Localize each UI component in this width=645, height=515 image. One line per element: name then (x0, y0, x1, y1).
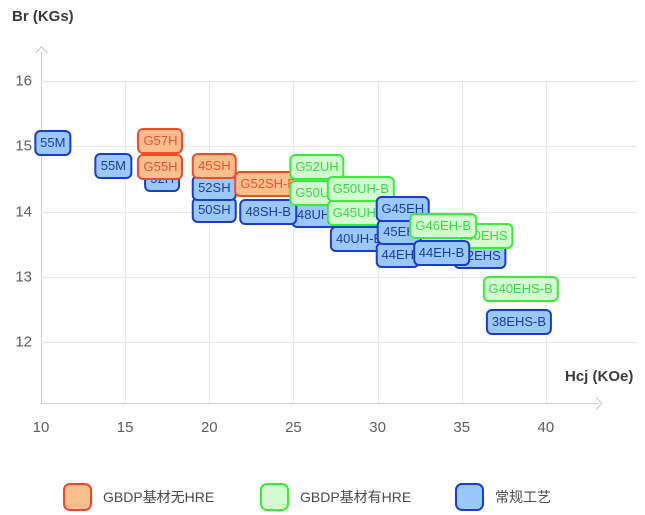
x-axis-arrow-icon (590, 397, 603, 410)
legend-label: GBDP基材有HRE (300, 489, 412, 505)
grade-box-55M[interactable]: 55M (94, 152, 133, 179)
y-tick-label: 16 (15, 72, 32, 90)
grade-box-45SH[interactable]: 45SH (192, 152, 237, 179)
x-gridline (209, 81, 211, 403)
y-tick-label: 12 (15, 333, 32, 351)
x-tick-label: 25 (285, 419, 302, 436)
x-gridline (125, 81, 127, 403)
y-gridline (41, 342, 637, 343)
legend: GBDP基材无HRE GBDP基材有HRE 常规工艺 (0, 480, 645, 515)
y-gridline (41, 276, 637, 278)
grade-box-44EH-B[interactable]: 44EH-B (412, 239, 471, 266)
grade-box-G45EH[interactable]: G45EH (375, 195, 431, 222)
legend-swatch-icon (63, 483, 92, 511)
grade-box-G40EHS-B[interactable]: G40EHS-B (482, 276, 559, 303)
y-axis-arrow-icon (35, 46, 48, 59)
grade-box-48SH-B[interactable]: 48SH-B (239, 198, 297, 225)
legend-swatch-icon (260, 483, 289, 511)
x-gridline (545, 81, 547, 403)
y-axis-line (41, 52, 42, 403)
x-tick-label: 10 (32, 419, 50, 436)
x-tick-label: 35 (453, 419, 471, 436)
x-axis-title: Hcj (KOe) (565, 368, 634, 385)
grade-box-G46EH-B[interactable]: G46EH-B (409, 212, 478, 239)
legend-item-conventional[interactable]: 常规工艺 (455, 483, 551, 511)
grade-box-G52UH[interactable]: G52UH (289, 154, 345, 181)
x-tick-label: 30 (369, 419, 386, 436)
grade-box-G57H[interactable]: G57H (137, 128, 184, 155)
x-tick-label: 40 (537, 419, 555, 436)
grade-box-55M[interactable]: 55M (34, 129, 72, 156)
grade-box-G55H[interactable]: G55H (137, 154, 184, 181)
legend-swatch-icon (455, 483, 484, 511)
y-gridline (41, 146, 637, 148)
y-gridline (41, 81, 637, 82)
x-tick-label: 20 (200, 419, 218, 436)
y-tick-label: 14 (15, 203, 32, 220)
legend-item-gbdp_no_hre[interactable]: GBDP基材无HRE (63, 483, 214, 511)
y-tick-label: 15 (15, 137, 32, 155)
x-tick-label: 15 (116, 419, 134, 436)
grade-box-52SH[interactable]: 52SH (192, 175, 237, 201)
legend-label: GBDP基材无HRE (103, 489, 215, 505)
grade-box-38EHS-B[interactable]: 38EHS-B (485, 309, 553, 336)
y-axis-title: Br (KGs) (12, 8, 74, 25)
legend-label: 常规工艺 (495, 489, 551, 505)
x-gridline (293, 81, 295, 403)
y-tick-label: 13 (15, 268, 32, 286)
legend-item-gbdp_hre[interactable]: GBDP基材有HRE (260, 483, 411, 511)
x-axis-line (41, 403, 599, 404)
